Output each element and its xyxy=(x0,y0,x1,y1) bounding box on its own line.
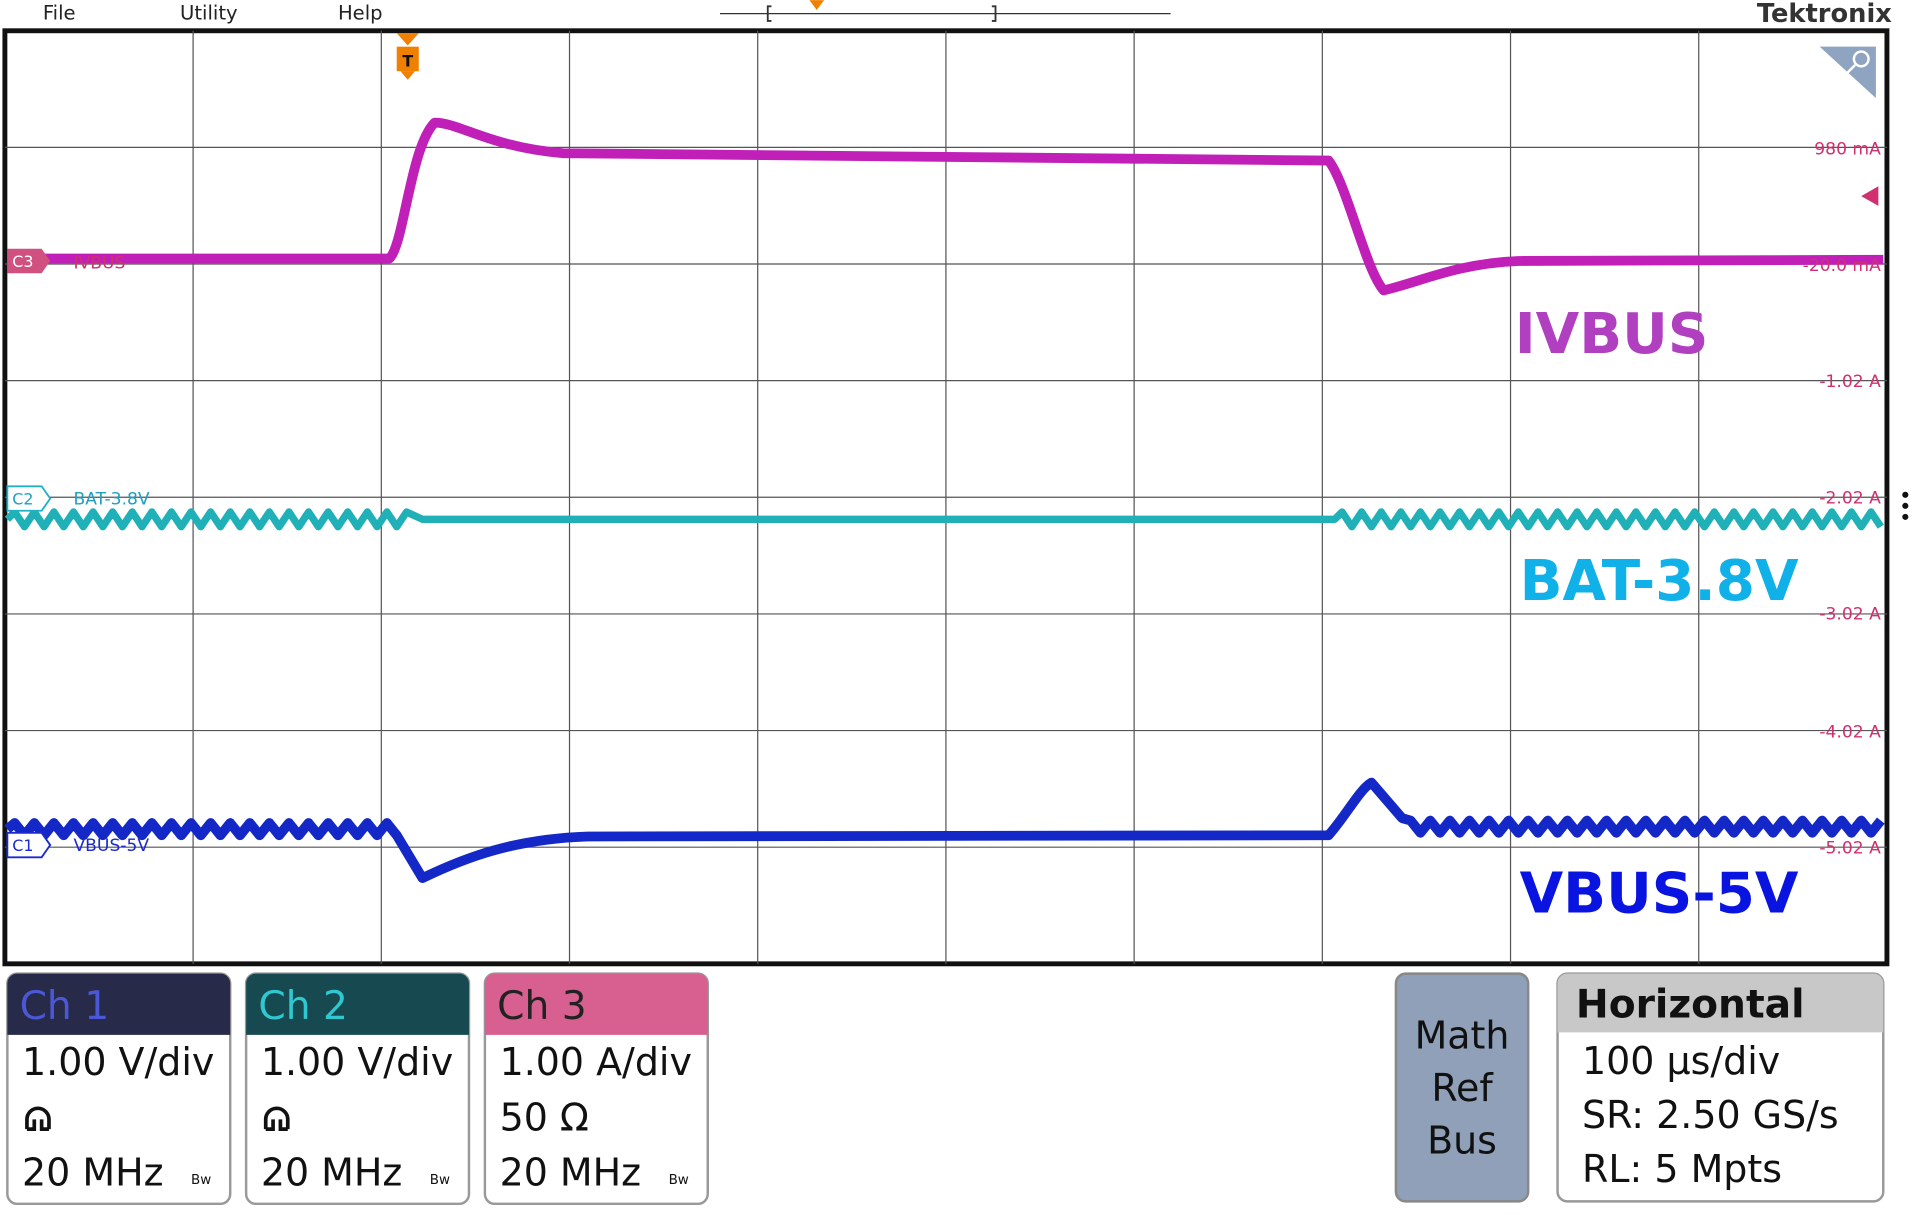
math-ref-bus-button[interactable]: Math Ref Bus xyxy=(1394,972,1530,1203)
marker-label: VBUS-5V xyxy=(73,836,149,856)
ch1-panel[interactable]: Ch 1 1.00 V/div 20 MHz Bw xyxy=(6,972,232,1206)
annotation: IVBUS xyxy=(1515,302,1709,367)
panel-line: 20 MHz xyxy=(500,1150,642,1194)
panel-line: 20 MHz xyxy=(261,1150,403,1194)
scale-label: -2.02 A xyxy=(1819,488,1881,508)
marker-id: C1 xyxy=(12,836,33,855)
grid xyxy=(4,30,1887,964)
side-label: Math xyxy=(1415,1013,1510,1057)
waveform-ivbus xyxy=(7,117,1884,296)
ch2-panel[interactable]: Ch 2 1.00 V/div 20 MHz Bw xyxy=(244,972,471,1206)
menu-file[interactable]: File xyxy=(43,2,76,25)
side-label: Bus xyxy=(1427,1119,1497,1163)
menu-help[interactable]: Help xyxy=(338,2,383,25)
zoom-icon[interactable] xyxy=(1819,46,1876,99)
panel-line: 50 Ω xyxy=(500,1095,589,1139)
waveforms xyxy=(4,117,1885,884)
waveform-bat xyxy=(4,508,1884,531)
marker-label: IVBUS xyxy=(73,253,125,273)
panel-title: Ch 2 xyxy=(258,984,348,1029)
brand: Tektronix xyxy=(1757,0,1892,29)
probe-icon xyxy=(263,1106,290,1131)
panel-title: Ch 1 xyxy=(20,984,110,1029)
record-view xyxy=(720,0,1171,22)
marker-id: C2 xyxy=(12,490,33,509)
ch3-panel[interactable]: Ch 3 1.00 A/div 50 Ω 20 MHz Bw xyxy=(483,972,709,1206)
panel-line: 100 µs/div xyxy=(1582,1039,1780,1083)
trigger-label: T xyxy=(402,51,413,70)
scale-label: -1.02 A xyxy=(1819,372,1881,392)
scale-label: -3.02 A xyxy=(1819,605,1881,625)
side-handle[interactable] xyxy=(1902,491,1909,520)
scale-label: -5.02 A xyxy=(1819,839,1881,859)
bw-icon: Bw xyxy=(430,1173,450,1188)
trigger-marker: T xyxy=(396,33,419,80)
marker-c1[interactable]: C1 VBUS-5V xyxy=(6,831,149,859)
panel-title: Ch 3 xyxy=(497,984,587,1029)
annotation: VBUS-5V xyxy=(1520,861,1799,926)
menu-utility[interactable]: Utility xyxy=(180,2,238,25)
marker-label: BAT-3.8V xyxy=(73,490,149,510)
side-label: Ref xyxy=(1431,1066,1494,1110)
panel-line: 1.00 A/div xyxy=(500,1040,692,1084)
scale-label: -20.0 mA xyxy=(1803,256,1881,276)
panel-title: Horizontal xyxy=(1576,983,1805,1028)
bw-icon: Bw xyxy=(669,1173,689,1188)
scale-label: 980 mA xyxy=(1814,139,1881,159)
marker-c2[interactable]: C2 BAT-3.8V xyxy=(6,485,150,512)
panel-line: 1.00 V/div xyxy=(261,1040,453,1084)
scale-labels: 980 mA -20.0 mA -1.02 A -2.02 A -3.02 A … xyxy=(1803,139,1881,858)
marker-id: C3 xyxy=(12,252,33,271)
panel-line: 1.00 V/div xyxy=(22,1040,214,1084)
scale-label: -4.02 A xyxy=(1819,722,1881,742)
horizontal-panel[interactable]: Horizontal 100 µs/div SR: 2.50 GS/s RL: … xyxy=(1556,972,1885,1203)
panel-line: SR: 2.50 GS/s xyxy=(1582,1093,1839,1137)
waveform-vbus xyxy=(4,777,1885,884)
panel-line: RL: 5 Mpts xyxy=(1582,1147,1782,1191)
panel-line: 20 MHz xyxy=(22,1150,164,1194)
bw-icon: Bw xyxy=(191,1173,211,1188)
marker-c3[interactable]: C3 IVBUS xyxy=(7,248,125,274)
trigger-level-arrow xyxy=(1861,186,1879,206)
annotation: BAT-3.8V xyxy=(1520,549,1799,614)
probe-icon xyxy=(25,1106,51,1131)
